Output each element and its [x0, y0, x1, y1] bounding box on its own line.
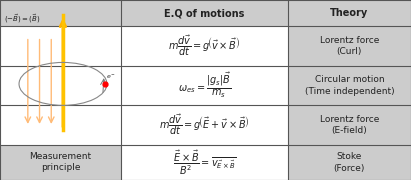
Text: Circular motion
(Time independent): Circular motion (Time independent)	[305, 75, 394, 96]
Text: Measurement
principle: Measurement principle	[30, 152, 92, 172]
Bar	[121, 0, 288, 26]
Bar	[0, 66, 121, 105]
Bar	[288, 105, 411, 145]
Bar	[0, 0, 121, 26]
Bar	[288, 26, 411, 66]
Bar	[121, 66, 288, 105]
Bar	[121, 26, 288, 66]
Bar	[0, 26, 121, 66]
Text: $m\dfrac{d\vec{v}}{dt}=g\!\left(\vec{v}\times\vec{B}\right)$: $m\dfrac{d\vec{v}}{dt}=g\!\left(\vec{v}\…	[168, 34, 241, 58]
Text: $(-\vec{B})=(\vec{B})$: $(-\vec{B})=(\vec{B})$	[5, 12, 41, 25]
Text: $e^-$: $e^-$	[106, 73, 116, 81]
Text: Lorentz force
(Curl): Lorentz force (Curl)	[320, 36, 379, 56]
Text: $\dfrac{\vec{E}\times\vec{B}}{B^2}=\overline{v_{\vec{E}\times\vec{B}}}$: $\dfrac{\vec{E}\times\vec{B}}{B^2}=\over…	[173, 148, 236, 177]
Bar	[288, 0, 411, 26]
Text: $\omega_{es}=\dfrac{|g_s|\vec{B}}{m_s}$: $\omega_{es}=\dfrac{|g_s|\vec{B}}{m_s}$	[178, 71, 231, 100]
Bar	[0, 105, 121, 145]
Bar	[121, 145, 288, 180]
Text: $m\dfrac{d\vec{v}}{dt}=g\!\left(\vec{E}+\vec{v}\times\vec{B}\right)$: $m\dfrac{d\vec{v}}{dt}=g\!\left(\vec{E}+…	[159, 113, 250, 137]
Bar	[0, 145, 121, 180]
Bar	[121, 105, 288, 145]
Text: Stoke
(Force): Stoke (Force)	[334, 152, 365, 172]
Text: Lorentz force
(E-field): Lorentz force (E-field)	[320, 115, 379, 135]
Bar	[288, 66, 411, 105]
Text: Theory: Theory	[330, 8, 369, 18]
Bar	[288, 145, 411, 180]
Text: E.Q of motions: E.Q of motions	[164, 8, 245, 18]
